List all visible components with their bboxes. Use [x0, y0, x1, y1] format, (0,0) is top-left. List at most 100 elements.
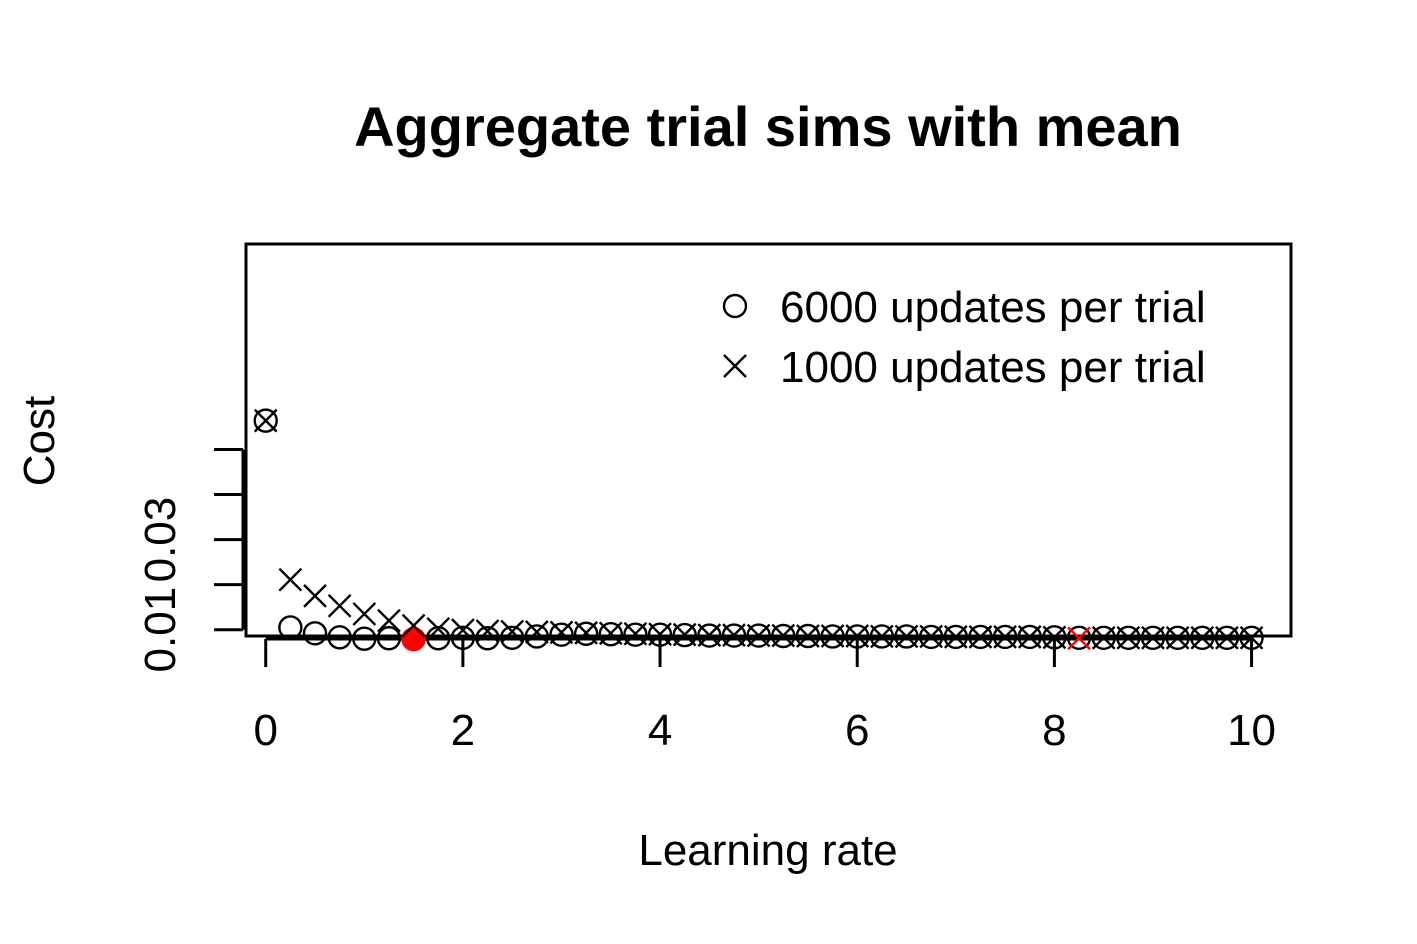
- data-points: [253, 408, 1264, 652]
- data-point: [278, 567, 303, 592]
- series-6000-updates: [253, 408, 1264, 652]
- data-point: [549, 622, 574, 647]
- data-point: [500, 619, 525, 644]
- data-point: [524, 620, 549, 644]
- data-point: [1017, 625, 1042, 649]
- legend-label: 1000 updates per trial: [780, 343, 1206, 392]
- legend-marker: [723, 354, 747, 378]
- data-point: [697, 623, 722, 648]
- data-point: [1116, 625, 1141, 651]
- data-point: [746, 623, 771, 648]
- highlighted-point: [401, 626, 426, 652]
- data-point: [771, 623, 796, 648]
- x-tick-label: 6: [845, 706, 869, 755]
- data-point: [352, 626, 377, 651]
- data-point: [499, 625, 525, 651]
- x-axis-label: Learning rate: [638, 826, 897, 875]
- data-point: [450, 625, 476, 651]
- data-point: [771, 623, 796, 649]
- data-point: [943, 625, 968, 649]
- series-1000-updates: [253, 408, 1264, 651]
- data-point: [672, 622, 697, 648]
- data-point: [968, 625, 993, 649]
- data-point: [623, 621, 648, 646]
- data-point: [303, 584, 327, 608]
- data-point: [426, 616, 451, 641]
- data-point: [968, 624, 993, 650]
- data-point: [919, 624, 944, 649]
- x-tick-label: 0: [253, 706, 277, 755]
- x-tick-label: 4: [648, 706, 672, 755]
- data-point: [918, 624, 944, 650]
- data-point: [623, 622, 648, 647]
- chart-title: Aggregate trial sims with mean: [354, 95, 1182, 158]
- data-point: [377, 608, 401, 633]
- data-point: [1091, 625, 1116, 651]
- data-point: [796, 624, 820, 648]
- y-axis: 0.010.03: [136, 447, 245, 673]
- data-point: [352, 602, 377, 626]
- data-point: [451, 618, 475, 642]
- y-tick-label: 0.01: [136, 587, 185, 673]
- data-point: [993, 625, 1017, 649]
- data-point: [1190, 625, 1215, 650]
- data-point: [1239, 625, 1264, 650]
- data-point: [598, 621, 623, 646]
- data-point: [1091, 625, 1116, 650]
- data-point: [253, 408, 278, 433]
- data-point: [1140, 625, 1166, 651]
- data-point: [721, 623, 747, 648]
- data-point: [648, 622, 672, 647]
- data-point: [722, 623, 746, 647]
- data-point: [598, 621, 623, 647]
- data-point: [573, 621, 599, 646]
- x-axis: 0 2 4 6 8 10: [253, 637, 1276, 755]
- data-point: [820, 624, 845, 649]
- data-point: [1239, 625, 1264, 651]
- x-tick-label: 8: [1042, 706, 1066, 755]
- data-point: [1017, 624, 1042, 650]
- legend-marker: [722, 293, 748, 319]
- x-tick-label: 10: [1227, 706, 1276, 755]
- data-point: [475, 619, 500, 643]
- data-point: [278, 615, 303, 640]
- data-point: [1215, 625, 1239, 650]
- data-point: [376, 626, 402, 651]
- data-point: [1165, 625, 1190, 651]
- data-point: [647, 622, 673, 647]
- data-point: [253, 408, 278, 433]
- data-point: [1190, 625, 1215, 651]
- legend-label: 6000 updates per trial: [780, 283, 1206, 332]
- data-point: [845, 624, 870, 648]
- data-point: [845, 624, 870, 649]
- data-point: [1042, 625, 1067, 650]
- x-tick-label: 2: [451, 706, 475, 755]
- data-point: [894, 624, 919, 649]
- data-point: [1165, 625, 1190, 650]
- data-point: [302, 621, 328, 646]
- data-point: [574, 620, 598, 645]
- legend: 6000 updates per trial 1000 updates per t…: [722, 283, 1206, 392]
- y-axis-label: Cost: [15, 396, 64, 486]
- data-point: [1141, 625, 1165, 650]
- data-point: [943, 624, 969, 650]
- data-point: [869, 624, 895, 649]
- data-point: [992, 624, 1018, 650]
- data-point: [1042, 625, 1067, 650]
- legend-entry: 1000 updates per trial: [723, 343, 1206, 392]
- data-point: [401, 613, 426, 638]
- data-point: [746, 623, 771, 648]
- data-point: [475, 626, 500, 651]
- y-tick-label: 0.03: [136, 497, 185, 583]
- data-point: [549, 620, 574, 645]
- data-point: [820, 624, 845, 648]
- data-point: [524, 624, 550, 649]
- data-point: [327, 593, 352, 618]
- data-point: [795, 623, 821, 649]
- data-point: [327, 625, 352, 650]
- legend-entry: 6000 updates per trial: [722, 283, 1206, 332]
- data-point: [1214, 625, 1240, 651]
- data-point: [697, 623, 722, 647]
- data-point: [1116, 625, 1141, 650]
